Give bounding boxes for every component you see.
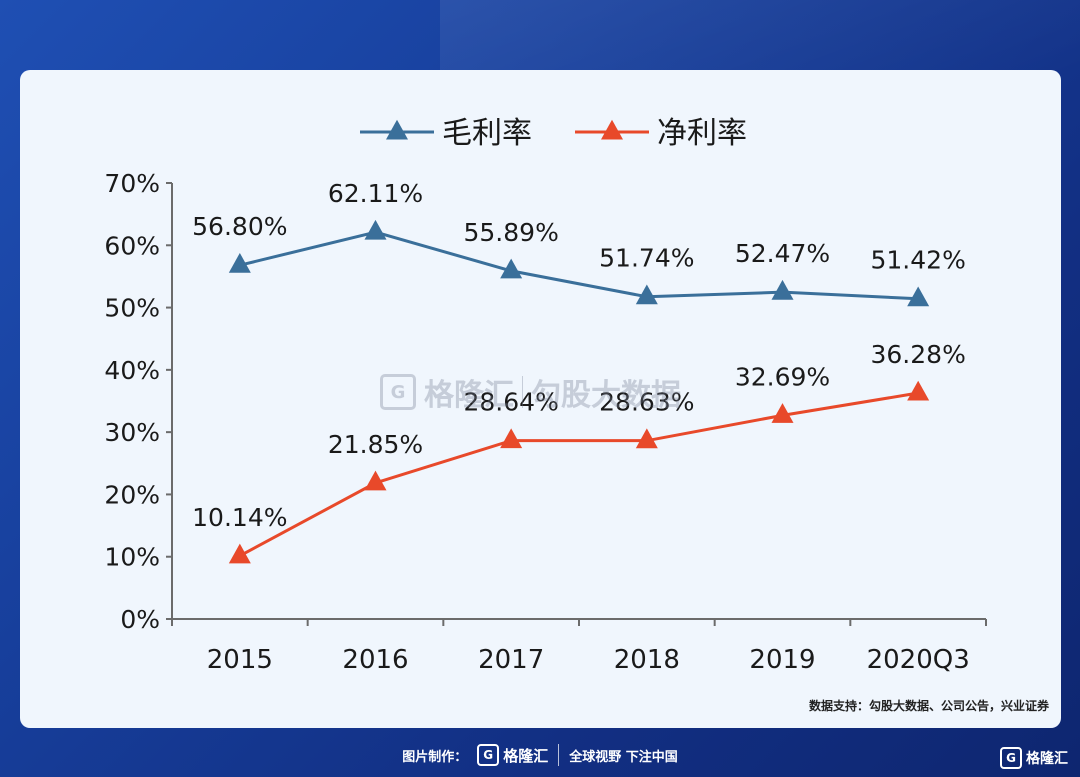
- corner-logo-icon: G: [1000, 747, 1022, 769]
- data-label: 62.11%: [328, 179, 423, 208]
- brand-logo-icon: G: [477, 744, 500, 766]
- y-tick-label: 20%: [104, 480, 160, 509]
- line-chart: 0% 10% 20% 30% 40% 50% 60% 70% 2015 2016 2017 2018 2…: [104, 116, 987, 675]
- data-point-marker: [907, 380, 930, 401]
- legend-label-2: 净利率: [657, 116, 747, 151]
- data-label: 28.64%: [464, 388, 559, 417]
- data-label: 32.69%: [735, 362, 830, 391]
- data-label: 21.85%: [328, 430, 423, 459]
- data-label: 51.74%: [599, 244, 694, 273]
- x-tick-label: 2016: [342, 645, 408, 675]
- data-point-marker: [771, 279, 794, 300]
- y-tick-label: 70%: [104, 169, 160, 198]
- y-tick-label: 0%: [120, 605, 160, 634]
- data-point-marker: [364, 470, 387, 491]
- watermark: G 格隆汇 勾股大数据: [380, 370, 681, 414]
- header-decoration: [440, 0, 1080, 70]
- corner-brand: G 格隆汇: [1000, 747, 1068, 769]
- data-label: 36.28%: [871, 340, 966, 369]
- x-tick-label: 2020Q3: [867, 645, 970, 675]
- watermark-brand: 格隆汇: [424, 378, 514, 413]
- data-label: 55.89%: [464, 218, 559, 247]
- data-point-marker: [635, 428, 658, 449]
- x-tick-label: 2017: [478, 645, 544, 675]
- legend-marker-2: [601, 119, 623, 140]
- source-note: 数据支持：勾股大数据、公司公告，兴业证券: [808, 699, 1049, 713]
- legend-marker-1: [386, 119, 408, 140]
- footer: 图片制作： G 格隆汇 全球视野 下注中国: [0, 735, 1080, 775]
- footer-slogan: 全球视野 下注中国: [569, 749, 678, 765]
- x-tick-label: 2019: [749, 645, 815, 675]
- data-label: 28.63%: [599, 388, 694, 417]
- footer-brand: G 格隆汇: [477, 744, 548, 766]
- x-tick-label: 2015: [207, 645, 273, 675]
- data-point-marker: [364, 219, 387, 240]
- data-point-marker: [228, 252, 251, 273]
- data-point-marker: [771, 403, 794, 423]
- data-point-marker: [228, 543, 251, 564]
- watermark-logo-icon: G: [380, 374, 416, 410]
- data-point-marker: [500, 258, 523, 279]
- y-tick-label: 60%: [104, 231, 160, 260]
- watermark-text: 勾股大数据: [531, 378, 681, 413]
- footer-divider: [558, 744, 560, 766]
- watermark-divider: [522, 376, 523, 408]
- footer-brand-name: 格隆汇: [503, 746, 549, 765]
- y-tick-label: 30%: [104, 418, 160, 447]
- chart-panel: 0% 10% 20% 30% 40% 50% 60% 70% 2015 2016 2017 2018 2…: [20, 70, 1061, 728]
- y-tick-label: 50%: [104, 294, 160, 323]
- data-label: 56.80%: [192, 212, 287, 241]
- data-label: 51.42%: [871, 246, 966, 275]
- footer-made-by-label: 图片制作：: [402, 749, 468, 765]
- legend-label-1: 毛利率: [442, 116, 532, 151]
- data-label: 52.47%: [735, 239, 830, 268]
- series-line-2: [239, 391, 919, 558]
- y-tick-label: 40%: [104, 356, 160, 385]
- data-point-marker: [635, 284, 658, 305]
- x-tick-label: 2018: [614, 645, 680, 675]
- corner-brand-name: 格隆汇: [1026, 751, 1068, 767]
- series-line-1: [239, 230, 919, 301]
- data-point-marker: [907, 286, 930, 307]
- data-point-marker: [500, 428, 523, 449]
- y-tick-label: 10%: [104, 543, 160, 572]
- data-label: 10.14%: [192, 503, 287, 532]
